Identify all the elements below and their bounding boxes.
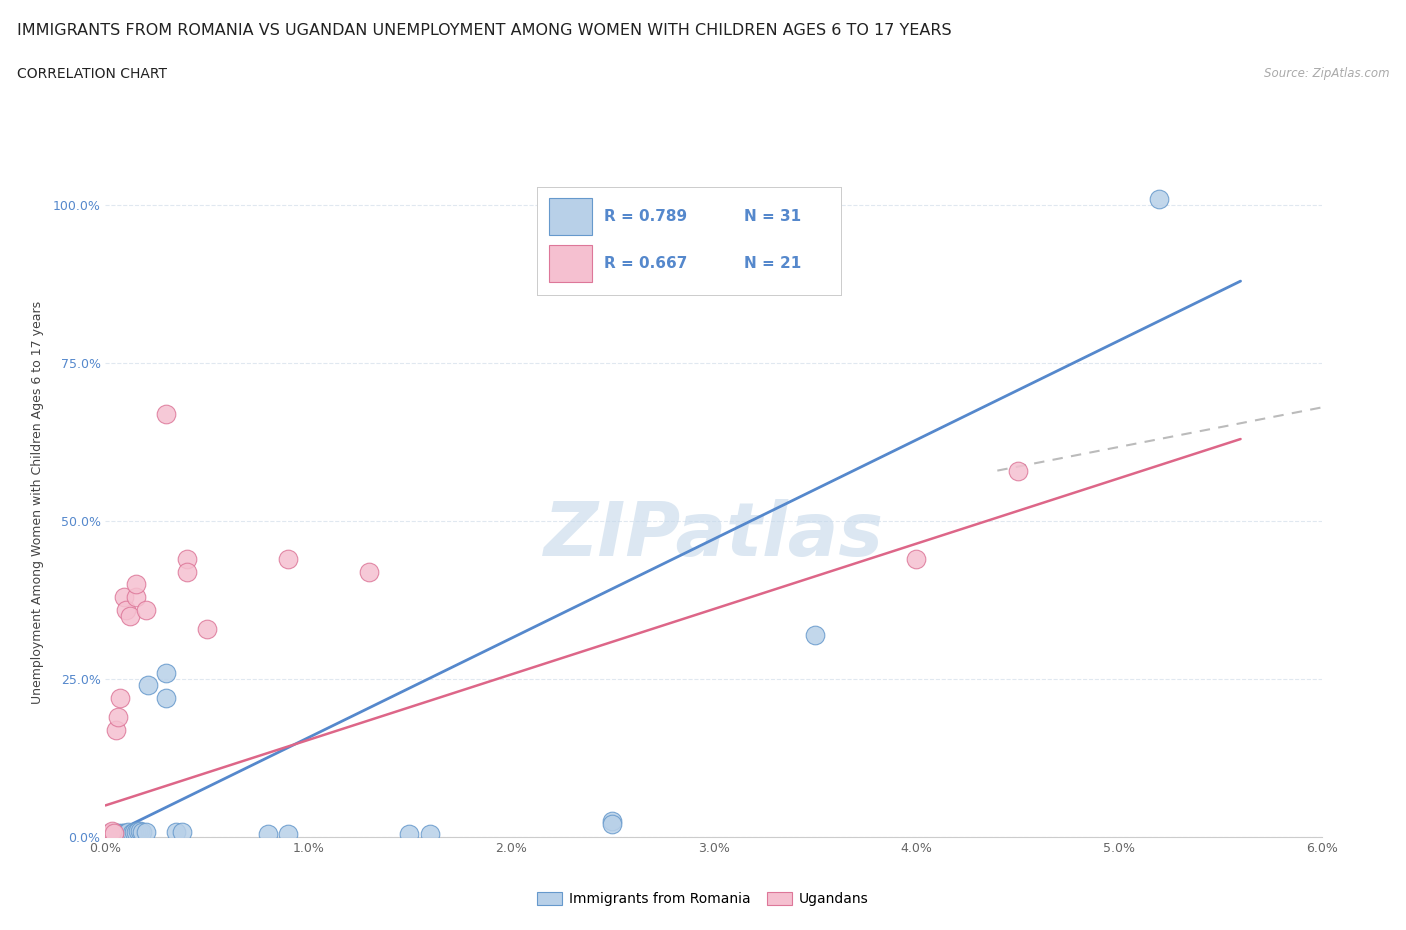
Point — [122, 825, 145, 840]
Point — [155, 406, 177, 421]
Point — [125, 590, 148, 604]
Point — [172, 825, 194, 840]
Point — [804, 628, 827, 643]
Point — [398, 827, 420, 842]
Point — [96, 827, 118, 842]
Point — [100, 824, 122, 839]
Point — [103, 825, 125, 840]
Point — [125, 825, 148, 840]
Point — [107, 710, 129, 724]
Point — [112, 590, 135, 604]
Point — [127, 824, 149, 839]
Point — [155, 665, 177, 680]
Point — [100, 825, 122, 840]
Point — [108, 691, 131, 706]
Point — [195, 621, 218, 636]
Point — [98, 827, 121, 842]
Point — [114, 825, 136, 840]
Point — [125, 577, 148, 591]
Point — [117, 825, 139, 840]
Text: IMMIGRANTS FROM ROMANIA VS UGANDAN UNEMPLOYMENT AMONG WOMEN WITH CHILDREN AGES 6: IMMIGRANTS FROM ROMANIA VS UGANDAN UNEMP… — [17, 23, 952, 38]
Point — [131, 825, 153, 840]
Point — [135, 825, 157, 840]
Point — [96, 827, 118, 842]
Text: Source: ZipAtlas.com: Source: ZipAtlas.com — [1264, 67, 1389, 80]
Point — [165, 825, 187, 840]
Point — [108, 827, 131, 842]
Point — [1007, 463, 1029, 478]
Text: CORRELATION CHART: CORRELATION CHART — [17, 67, 167, 81]
Point — [103, 827, 125, 842]
Point — [112, 826, 135, 841]
Point — [135, 602, 157, 617]
Point — [176, 565, 198, 579]
Point — [129, 824, 152, 839]
Y-axis label: Unemployment Among Women with Children Ages 6 to 17 years: Unemployment Among Women with Children A… — [31, 300, 45, 704]
Point — [600, 817, 623, 831]
Point — [114, 602, 136, 617]
Point — [107, 825, 129, 840]
Point — [905, 551, 928, 566]
Point — [155, 691, 177, 706]
Point — [277, 551, 299, 566]
Point — [176, 551, 198, 566]
Point — [256, 827, 278, 842]
Point — [98, 825, 121, 840]
Point — [357, 565, 380, 579]
Point — [600, 814, 623, 829]
Legend: Immigrants from Romania, Ugandans: Immigrants from Romania, Ugandans — [531, 886, 875, 912]
Point — [118, 608, 141, 623]
Point — [111, 826, 134, 841]
Point — [121, 825, 143, 840]
Point — [104, 723, 127, 737]
Point — [104, 826, 127, 841]
Text: ZIPatlas: ZIPatlas — [544, 499, 883, 572]
Point — [136, 678, 159, 693]
Point — [277, 827, 299, 842]
Point — [1149, 192, 1171, 206]
Point — [419, 827, 441, 842]
